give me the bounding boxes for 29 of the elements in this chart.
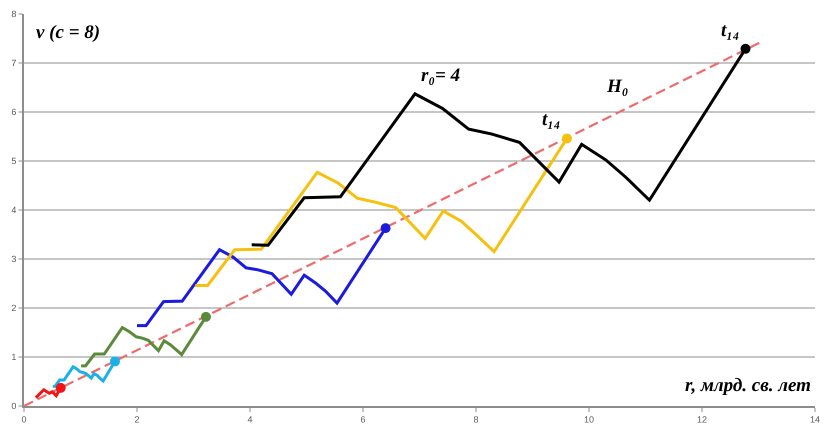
x-tick-label: 8 (473, 414, 479, 425)
y-tick-label: 2 (11, 303, 16, 314)
y-tick-label: 3 (11, 254, 16, 264)
y-tick-label: 4 (11, 205, 16, 216)
y-tick-label: 5 (11, 156, 16, 166)
x-axis-title: r, млрд. св. лет (685, 375, 811, 396)
annotation: r₀= 4 (421, 65, 460, 86)
x-tick-label: 0 (21, 414, 27, 425)
point (56, 382, 66, 393)
point (380, 223, 391, 234)
point (562, 133, 572, 144)
x-tick-label: 2 (134, 414, 140, 425)
x-tick-label: 6 (360, 414, 366, 425)
annotation: H₀ (606, 76, 628, 97)
x-tick-label: 10 (584, 414, 594, 425)
y-tick-label: 8 (11, 9, 16, 20)
point (200, 312, 211, 322)
y-tick-label: 1 (11, 352, 16, 362)
point (740, 44, 751, 54)
y-tick-label: 0 (11, 401, 16, 412)
y-tick-label: 7 (11, 58, 16, 68)
x-tick-label: 12 (696, 414, 708, 425)
x-tick-label: 14 (810, 414, 820, 425)
y-tick-label: 6 (11, 107, 16, 118)
annotation: t₁₄ (542, 109, 561, 130)
point (110, 356, 120, 366)
x-tick-label: 4 (247, 414, 253, 425)
annotation: t₁₄ (721, 20, 740, 41)
y-axis-title: v (c = 8) (36, 22, 100, 43)
